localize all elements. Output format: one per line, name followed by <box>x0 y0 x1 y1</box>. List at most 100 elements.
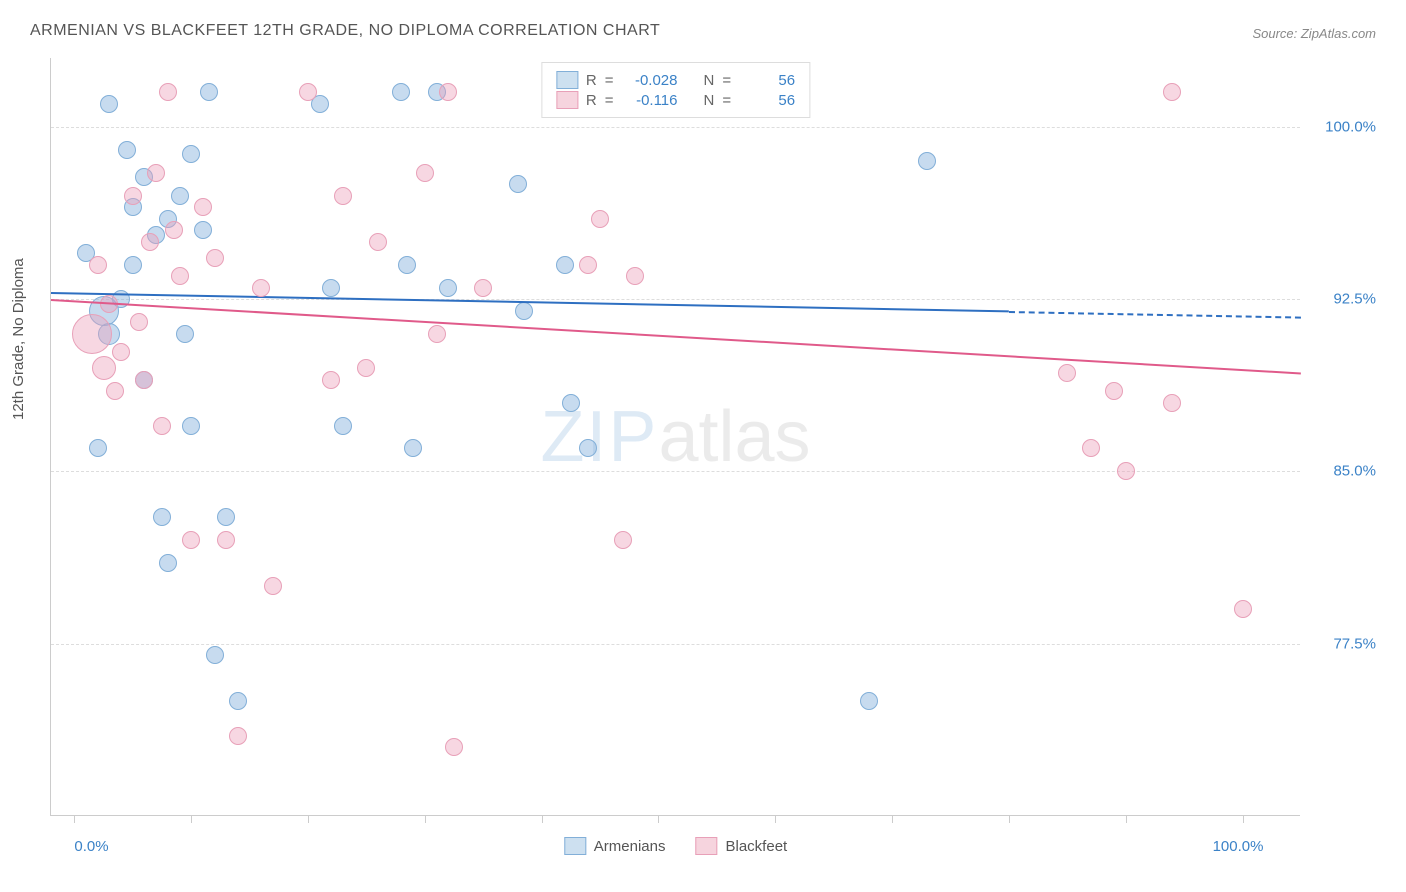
scatter-point <box>579 439 597 457</box>
swatch-armenians-icon <box>556 71 578 89</box>
legend-item-armenians: Armenians <box>564 837 666 855</box>
scatter-point <box>1082 439 1100 457</box>
scatter-point <box>392 83 410 101</box>
scatter-point <box>100 95 118 113</box>
scatter-point <box>229 692 247 710</box>
scatter-point <box>404 439 422 457</box>
scatter-point <box>130 313 148 331</box>
gridline <box>51 127 1300 128</box>
xtick <box>775 815 776 823</box>
scatter-point <box>159 83 177 101</box>
xtick <box>308 815 309 823</box>
scatter-point <box>369 233 387 251</box>
legend-item-blackfeet: Blackfeet <box>696 837 788 855</box>
bottom-legend: Armenians Blackfeet <box>564 837 787 855</box>
stat-eq: = <box>605 92 614 109</box>
scatter-point <box>398 256 416 274</box>
ytick-label: 92.5% <box>1333 291 1376 308</box>
y-axis-label: 12th Grade, No Diploma <box>10 258 27 420</box>
scatter-point <box>182 145 200 163</box>
scatter-point <box>357 359 375 377</box>
scatter-point <box>1234 600 1252 618</box>
legend-label-armenians: Armenians <box>594 838 666 855</box>
stat-r-label: R <box>586 72 597 89</box>
scatter-point <box>860 692 878 710</box>
scatter-point <box>200 83 218 101</box>
scatter-point <box>171 187 189 205</box>
xtick <box>1126 815 1127 823</box>
scatter-point <box>217 531 235 549</box>
scatter-point <box>416 164 434 182</box>
scatter-point <box>252 279 270 297</box>
scatter-point <box>171 267 189 285</box>
stat-n-value-blackfeet: 56 <box>739 92 795 109</box>
scatter-point <box>118 141 136 159</box>
scatter-point <box>135 371 153 389</box>
scatter-point <box>89 256 107 274</box>
scatter-point <box>112 343 130 361</box>
scatter-point <box>322 279 340 297</box>
scatter-point <box>1058 364 1076 382</box>
scatter-point <box>439 279 457 297</box>
watermark: ZIPatlas <box>540 396 810 478</box>
scatter-point <box>229 727 247 745</box>
swatch-armenians-icon <box>564 837 586 855</box>
scatter-point <box>334 187 352 205</box>
scatter-point <box>92 356 116 380</box>
scatter-point <box>562 394 580 412</box>
stats-box: R = -0.028 N = 56 R = -0.116 N = 56 <box>541 62 810 118</box>
scatter-point <box>614 531 632 549</box>
xtick <box>1243 815 1244 823</box>
stat-n-label: N <box>704 72 715 89</box>
xtick <box>542 815 543 823</box>
legend-label-blackfeet: Blackfeet <box>726 838 788 855</box>
scatter-point <box>322 371 340 389</box>
scatter-point <box>264 577 282 595</box>
scatter-point <box>106 382 124 400</box>
scatter-point <box>1163 394 1181 412</box>
xtick <box>74 815 75 823</box>
stat-r-label: R <box>586 92 597 109</box>
scatter-point <box>147 164 165 182</box>
stat-r-value-blackfeet: -0.116 <box>622 92 678 109</box>
regression-line <box>51 299 1301 374</box>
stat-n-value-armenians: 56 <box>739 72 795 89</box>
scatter-point <box>182 531 200 549</box>
xtick <box>425 815 426 823</box>
xtick <box>892 815 893 823</box>
scatter-point <box>176 325 194 343</box>
xtick <box>1009 815 1010 823</box>
gridline <box>51 644 1300 645</box>
regression-line-dashed <box>1009 311 1301 319</box>
ytick-label: 85.0% <box>1333 463 1376 480</box>
xtick-label: 100.0% <box>1213 838 1264 855</box>
stat-eq: = <box>722 72 731 89</box>
scatter-point <box>1117 462 1135 480</box>
scatter-point <box>334 417 352 435</box>
scatter-point <box>591 210 609 228</box>
stat-eq: = <box>605 72 614 89</box>
scatter-point <box>428 325 446 343</box>
scatter-point <box>194 198 212 216</box>
scatter-point <box>182 417 200 435</box>
stats-row-armenians: R = -0.028 N = 56 <box>556 71 795 89</box>
scatter-point <box>194 221 212 239</box>
scatter-point <box>159 554 177 572</box>
scatter-point <box>439 83 457 101</box>
xtick <box>191 815 192 823</box>
stats-row-blackfeet: R = -0.116 N = 56 <box>556 91 795 109</box>
scatter-point <box>1105 382 1123 400</box>
scatter-point <box>918 152 936 170</box>
swatch-blackfeet-icon <box>556 91 578 109</box>
scatter-point <box>141 233 159 251</box>
scatter-point <box>165 221 183 239</box>
chart-title: ARMENIAN VS BLACKFEET 12TH GRADE, NO DIP… <box>30 22 660 40</box>
scatter-point <box>445 738 463 756</box>
scatter-point <box>206 249 224 267</box>
scatter-point <box>579 256 597 274</box>
stat-n-label: N <box>704 92 715 109</box>
scatter-point <box>1163 83 1181 101</box>
gridline <box>51 471 1300 472</box>
scatter-point <box>124 256 142 274</box>
scatter-point <box>626 267 644 285</box>
